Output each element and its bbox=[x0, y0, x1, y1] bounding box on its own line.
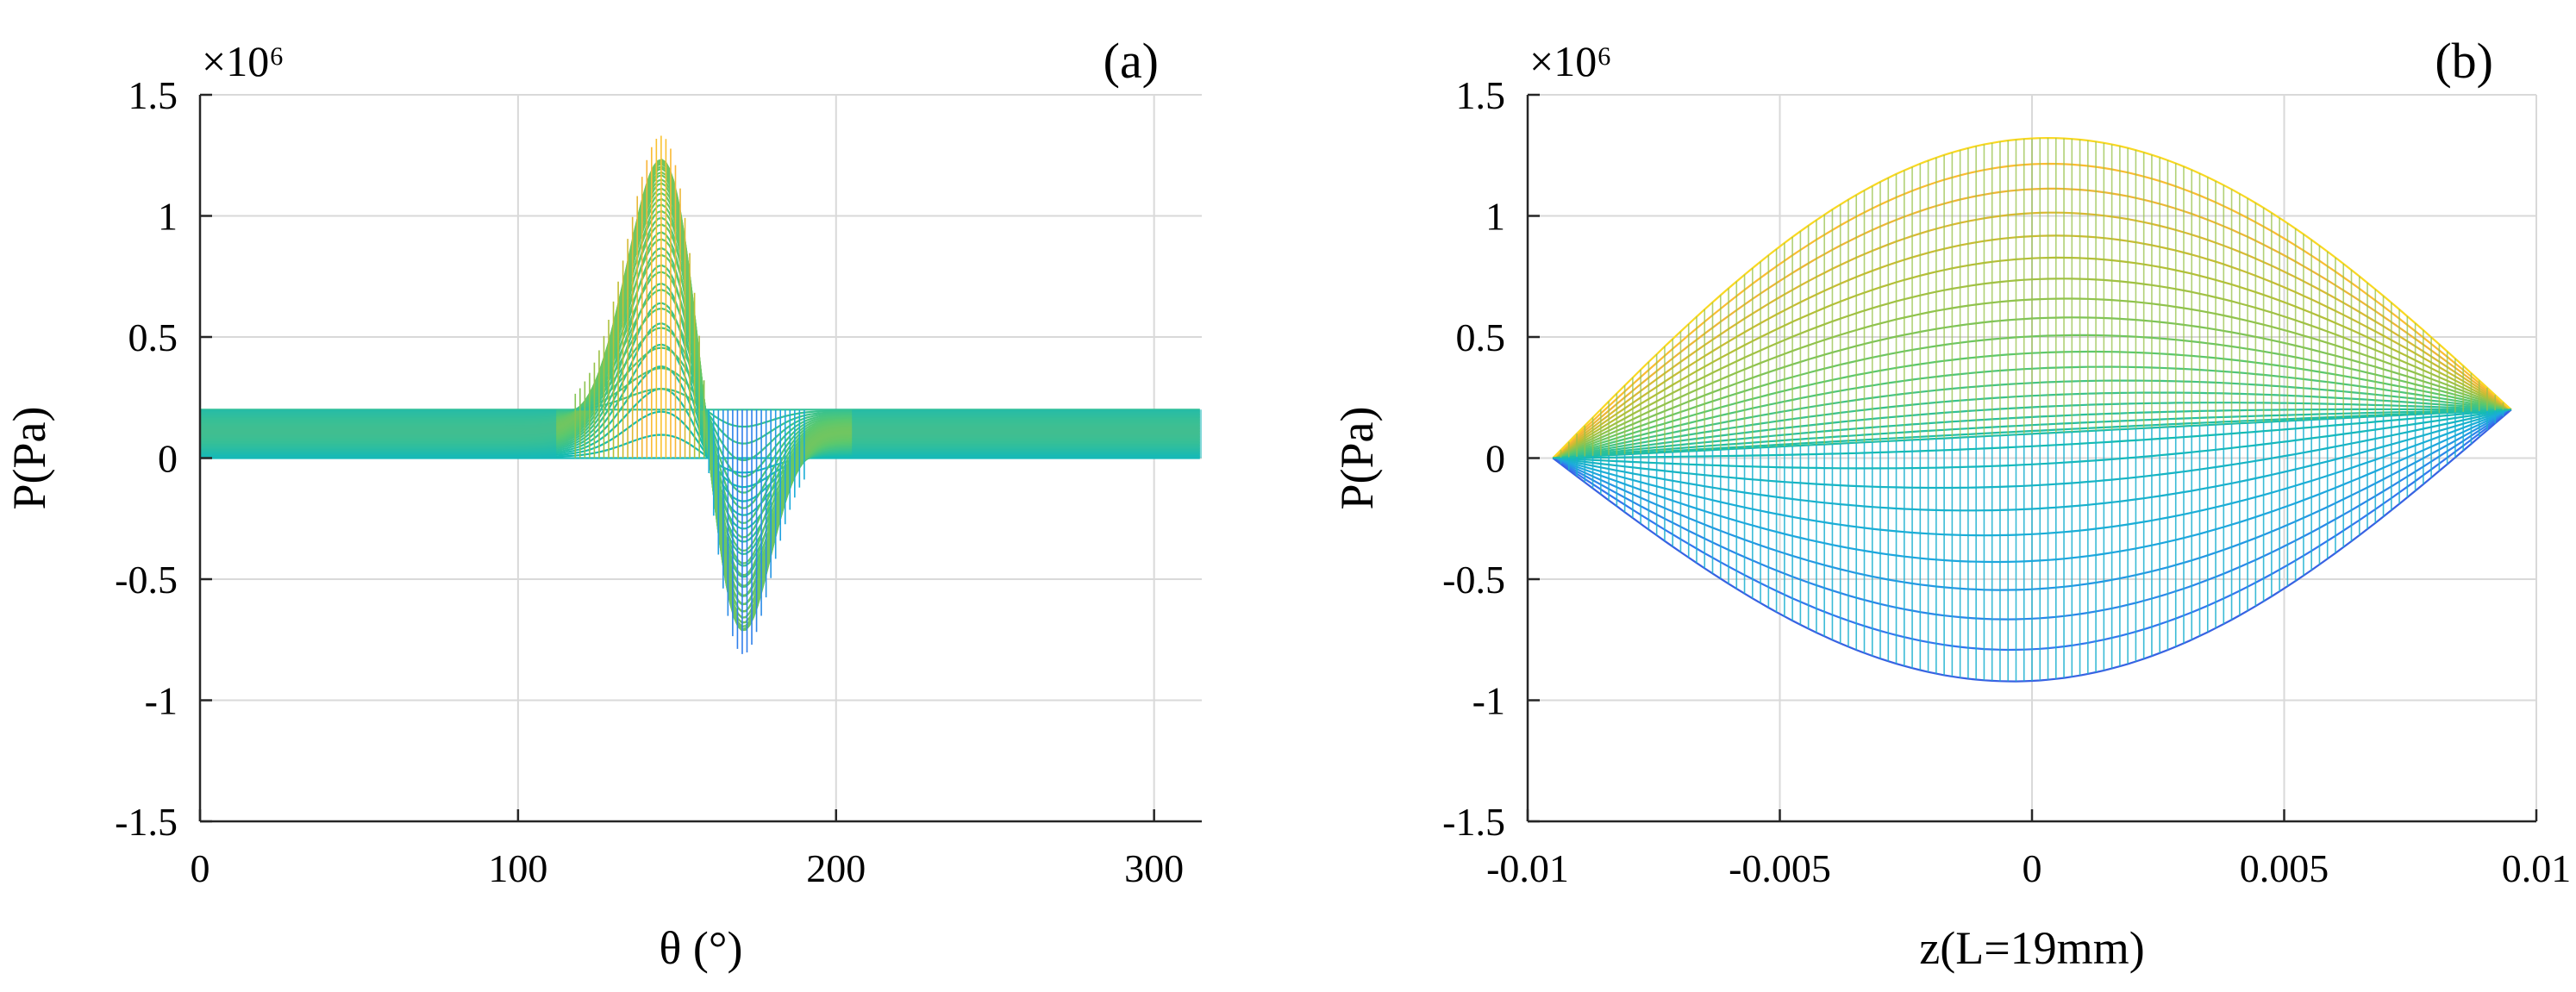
panel-b-exponent: ×10⁶ bbox=[1529, 37, 1612, 85]
y-tick-label: -0.5 bbox=[1442, 558, 1505, 602]
x-tick-label: 0 bbox=[2023, 846, 2042, 890]
band-right-a bbox=[852, 409, 1202, 459]
panel-b-ylabel: P(Pa) bbox=[1331, 407, 1383, 510]
x-tick-label: 100 bbox=[488, 846, 547, 890]
y-tick-label: -1.5 bbox=[115, 800, 178, 844]
panel-a-mesh bbox=[200, 135, 1202, 654]
panel-a-xlabel: θ (°) bbox=[660, 922, 743, 974]
x-tick-label: 200 bbox=[806, 846, 866, 890]
y-tick-label: 1.5 bbox=[1456, 73, 1506, 117]
y-tick-label: 0.5 bbox=[1456, 315, 1506, 359]
y-tick-label: -1.5 bbox=[1442, 800, 1505, 844]
x-tick-label: -0.005 bbox=[1729, 846, 1831, 890]
y-tick-label: 1 bbox=[158, 195, 178, 239]
panel-b-axes: -0.01 -0.005 0 0.005 0.01 -1.5 -1 -0.5 0 0.5 1 1.5 bbox=[1442, 73, 2571, 890]
panel-b-labels: ×10⁶ (b) z(L=19mm) P(Pa) bbox=[1331, 33, 2493, 974]
panel-b-mesh bbox=[1552, 136, 2512, 683]
panel-a: 0 100 200 300 -1.5 -1 -0.5 0 0.5 1 1.5 ×10⁶ (a) θ … bbox=[3, 33, 1202, 974]
x-tick-label: 300 bbox=[1124, 846, 1184, 890]
panel-a-label: (a) bbox=[1104, 33, 1159, 89]
panel-b-xlabel: z(L=19mm) bbox=[1919, 922, 2144, 974]
x-tick-label: 0.01 bbox=[2502, 846, 2572, 890]
panel-a-exponent: ×10⁶ bbox=[202, 37, 284, 85]
y-tick-label: 0 bbox=[158, 437, 178, 481]
panel-a-axes: 0 100 200 300 -1.5 -1 -0.5 0 0.5 1 1.5 bbox=[115, 73, 1202, 890]
y-tick-label: 1.5 bbox=[128, 73, 178, 117]
panel-a-ylabel: P(Pa) bbox=[3, 407, 55, 510]
y-tick-label: -1 bbox=[145, 679, 178, 723]
x-tick-label: 0.005 bbox=[2240, 846, 2329, 890]
x-tick-label: -0.01 bbox=[1486, 846, 1569, 890]
panel-a-labels: ×10⁶ (a) θ (°) P(Pa) bbox=[3, 33, 1159, 974]
y-tick-label: -0.5 bbox=[115, 558, 178, 602]
panel-b-label: (b) bbox=[2435, 33, 2493, 89]
y-tick-label: -1 bbox=[1472, 679, 1505, 723]
y-tick-label: 1 bbox=[1485, 195, 1505, 239]
y-tick-label: 0.5 bbox=[128, 315, 178, 359]
band-left-a bbox=[200, 409, 557, 459]
x-tick-label: 0 bbox=[191, 846, 210, 890]
panel-b: -0.01 -0.005 0 0.005 0.01-1.5-1-0.500.511.5 … bbox=[1331, 33, 2571, 974]
y-tick-label: 0 bbox=[1485, 437, 1505, 481]
